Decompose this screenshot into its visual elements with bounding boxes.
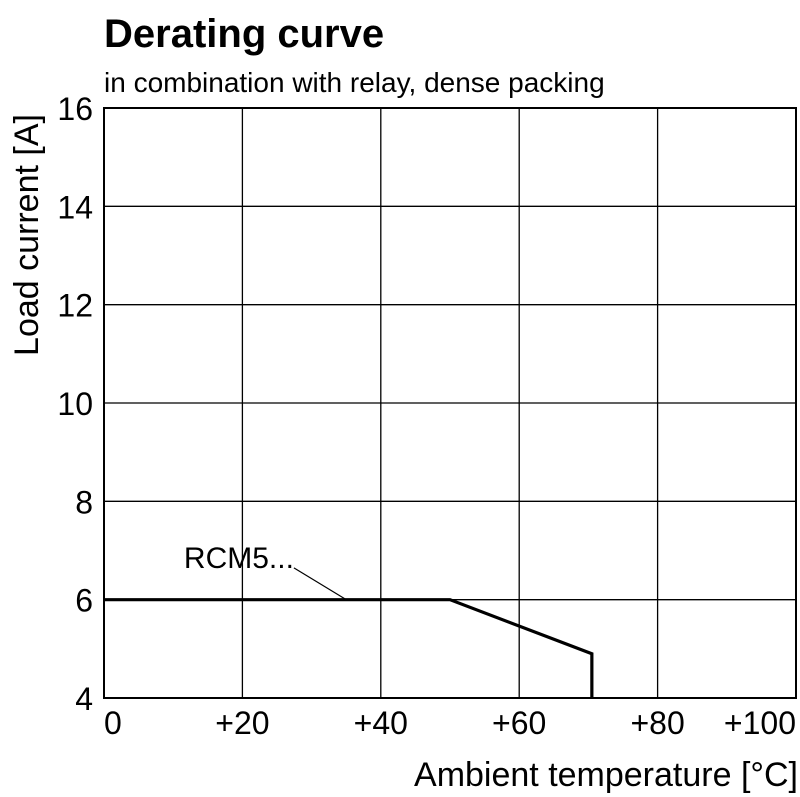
annotation-leader-0 <box>293 567 347 601</box>
x-tick-labels: 0 +20 +40 +60 +80 +100 <box>104 705 796 741</box>
y-axis-label: Load current [A] <box>8 114 46 356</box>
annotation-label-0: RCM5... <box>184 542 294 575</box>
chart-subtitle: in combination with relay, dense packing <box>104 67 605 98</box>
x-tick-label-4: +80 <box>630 705 684 741</box>
grid <box>104 108 796 698</box>
y-tick-label-3: 10 <box>57 386 93 422</box>
x-axis-label: Ambient temperature [°C] <box>414 756 798 794</box>
plot-frame <box>103 107 797 699</box>
x-tick-label-5: +100 <box>724 705 796 741</box>
chart-title: Derating curve <box>104 12 384 56</box>
y-tick-label-1: 6 <box>75 583 93 619</box>
x-tick-label-0: 0 <box>104 705 122 741</box>
y-tick-label-6: 16 <box>57 91 93 127</box>
x-tick-label-1: +20 <box>215 705 269 741</box>
series-layer <box>104 598 594 698</box>
plot-border <box>103 107 797 699</box>
series-line-0 <box>104 598 594 698</box>
y-tick-label-2: 8 <box>75 484 93 520</box>
annotation-layer: RCM5... <box>184 542 347 601</box>
y-tick-labels: 4 6 8 10 12 14 16 <box>57 91 93 717</box>
y-tick-label-5: 14 <box>57 189 93 225</box>
y-tick-label-0: 4 <box>75 681 93 717</box>
x-tick-label-3: +60 <box>492 705 546 741</box>
y-tick-label-4: 12 <box>57 288 93 324</box>
x-tick-label-2: +40 <box>354 705 408 741</box>
